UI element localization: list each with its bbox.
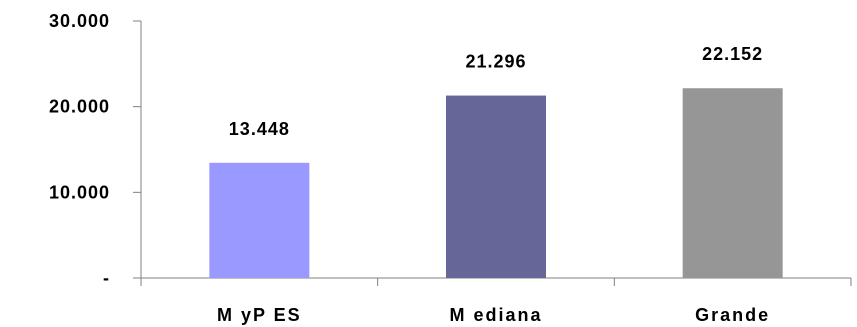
x-category-label: M ediana (449, 305, 542, 325)
bar-grande (682, 88, 783, 278)
bar-mediana (446, 95, 546, 278)
x-category-label: Grande (695, 305, 770, 325)
data-label: 22.152 (702, 44, 763, 64)
data-labels: 13.448 21.296 22.152 (229, 44, 763, 139)
x-axis: M yP ES M ediana Grande (140, 277, 852, 325)
y-tick-label: 10.000 (49, 182, 110, 202)
data-label: 13.448 (229, 119, 290, 139)
bar-mypes (209, 162, 310, 278)
bars (209, 88, 783, 278)
x-category-label: M yP ES (217, 305, 302, 325)
y-tick-label: 30.000 (49, 11, 110, 31)
y-tick-label: 20.000 (49, 97, 110, 117)
data-label: 21.296 (465, 52, 526, 72)
y-axis: - 10.000 20.000 30.000 (49, 11, 142, 288)
y-tick-label: - (103, 268, 110, 288)
